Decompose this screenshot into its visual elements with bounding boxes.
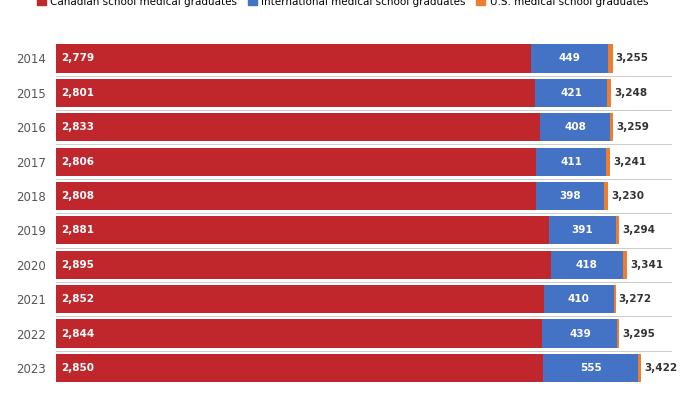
Text: 3,230: 3,230 — [612, 191, 645, 201]
Text: 2,801: 2,801 — [61, 88, 94, 98]
Bar — [544, 285, 614, 313]
Bar — [543, 354, 638, 382]
Text: 3,341: 3,341 — [631, 260, 664, 270]
Bar — [610, 113, 613, 141]
Bar — [56, 113, 540, 141]
Text: 2,852: 2,852 — [61, 294, 94, 304]
Text: 2,806: 2,806 — [61, 157, 94, 167]
Text: 398: 398 — [559, 191, 581, 201]
Text: 2,881: 2,881 — [61, 226, 94, 235]
Bar — [540, 113, 610, 141]
Text: 2,808: 2,808 — [61, 191, 94, 201]
Bar — [56, 79, 535, 107]
Legend: Canadian school medical graduates, International medical school graduates, U.S. : Canadian school medical graduates, Inter… — [36, 0, 648, 7]
Text: 2,850: 2,850 — [61, 363, 94, 373]
Text: 555: 555 — [580, 363, 602, 373]
Text: 408: 408 — [564, 122, 587, 132]
Text: 3,422: 3,422 — [644, 363, 678, 373]
Bar — [551, 251, 622, 279]
Bar — [542, 320, 617, 348]
Text: 410: 410 — [568, 294, 589, 304]
Text: 391: 391 — [571, 226, 593, 235]
Bar — [614, 285, 615, 313]
Bar — [549, 216, 615, 244]
Text: 3,255: 3,255 — [616, 53, 649, 63]
Bar — [617, 320, 620, 348]
Text: 3,272: 3,272 — [619, 294, 652, 304]
Bar — [536, 147, 606, 176]
Text: 3,241: 3,241 — [613, 157, 647, 167]
Text: 3,295: 3,295 — [622, 329, 655, 338]
Bar — [56, 147, 536, 176]
Text: 3,294: 3,294 — [622, 226, 655, 235]
Bar — [56, 251, 551, 279]
Text: 2,779: 2,779 — [61, 53, 94, 63]
Bar — [608, 44, 612, 73]
Text: 2,833: 2,833 — [61, 122, 94, 132]
Bar — [606, 147, 610, 176]
Text: 3,248: 3,248 — [615, 88, 648, 98]
Bar — [531, 44, 608, 73]
Bar — [56, 182, 536, 210]
Bar — [615, 216, 620, 244]
Text: 418: 418 — [576, 260, 598, 270]
Text: 449: 449 — [559, 53, 580, 63]
Text: 411: 411 — [560, 157, 582, 167]
Text: 439: 439 — [569, 329, 591, 338]
Bar — [56, 285, 544, 313]
Bar — [56, 354, 543, 382]
Bar — [56, 216, 549, 244]
Text: 3,259: 3,259 — [617, 122, 650, 132]
Text: 2,844: 2,844 — [61, 329, 94, 338]
Bar — [604, 182, 608, 210]
Bar — [638, 354, 641, 382]
Bar — [536, 182, 604, 210]
Bar — [607, 79, 612, 107]
Text: 421: 421 — [560, 88, 582, 98]
Bar — [56, 44, 531, 73]
Bar — [56, 320, 542, 348]
Text: 2,895: 2,895 — [61, 260, 94, 270]
Bar — [622, 251, 627, 279]
Bar — [535, 79, 607, 107]
